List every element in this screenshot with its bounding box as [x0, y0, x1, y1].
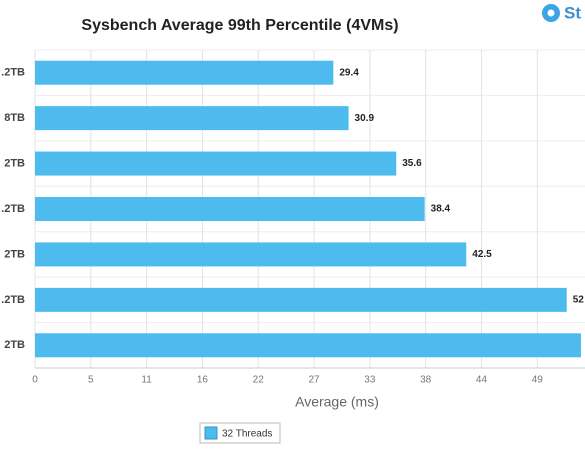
legend-box [199, 422, 281, 444]
y-tick-label: 8TB [4, 112, 25, 124]
y-tick-label: .2TB [1, 67, 25, 79]
value-label: 29.4 [339, 67, 359, 78]
x-axis-label: Average (ms) [295, 394, 379, 410]
y-tick-label: 2TB [4, 157, 25, 169]
x-tick-label: 22 [253, 375, 265, 386]
x-tick-label: 44 [476, 375, 488, 386]
value-label: 35.6 [402, 158, 422, 169]
y-tick-label: 2TB [4, 339, 25, 351]
legend-swatch [204, 426, 218, 440]
value-label: 30.9 [355, 113, 375, 124]
x-tick-label: 16 [197, 375, 209, 386]
bar [35, 333, 581, 358]
x-tick-label: 27 [308, 375, 320, 386]
x-tick-label: 11 [141, 375, 152, 386]
x-tick-label: 38 [420, 375, 432, 386]
bar [35, 60, 334, 85]
bar [35, 106, 349, 131]
logo-icon-hole [547, 9, 555, 17]
value-label: 38.4 [431, 204, 451, 215]
y-tick-label: 2TB [4, 248, 25, 260]
x-tick-label: 0 [32, 375, 38, 386]
bar [35, 197, 425, 221]
x-tick-label: 49 [532, 375, 544, 386]
y-tick-label: .2TB [1, 203, 25, 215]
bar [35, 151, 397, 176]
logo-text: St [564, 3, 581, 22]
legend-label: 32 Threads [222, 429, 272, 440]
x-tick-label: 33 [364, 375, 376, 386]
x-tick-label: 5 [88, 375, 94, 386]
value-label: 42.5 [472, 249, 492, 260]
value-label: 52 [573, 294, 585, 305]
chart-title: Sysbench Average 99th Percentile (4VMs) [81, 17, 398, 34]
bar [35, 287, 567, 312]
y-tick-label: .2TB [1, 294, 25, 306]
bar [35, 242, 467, 267]
